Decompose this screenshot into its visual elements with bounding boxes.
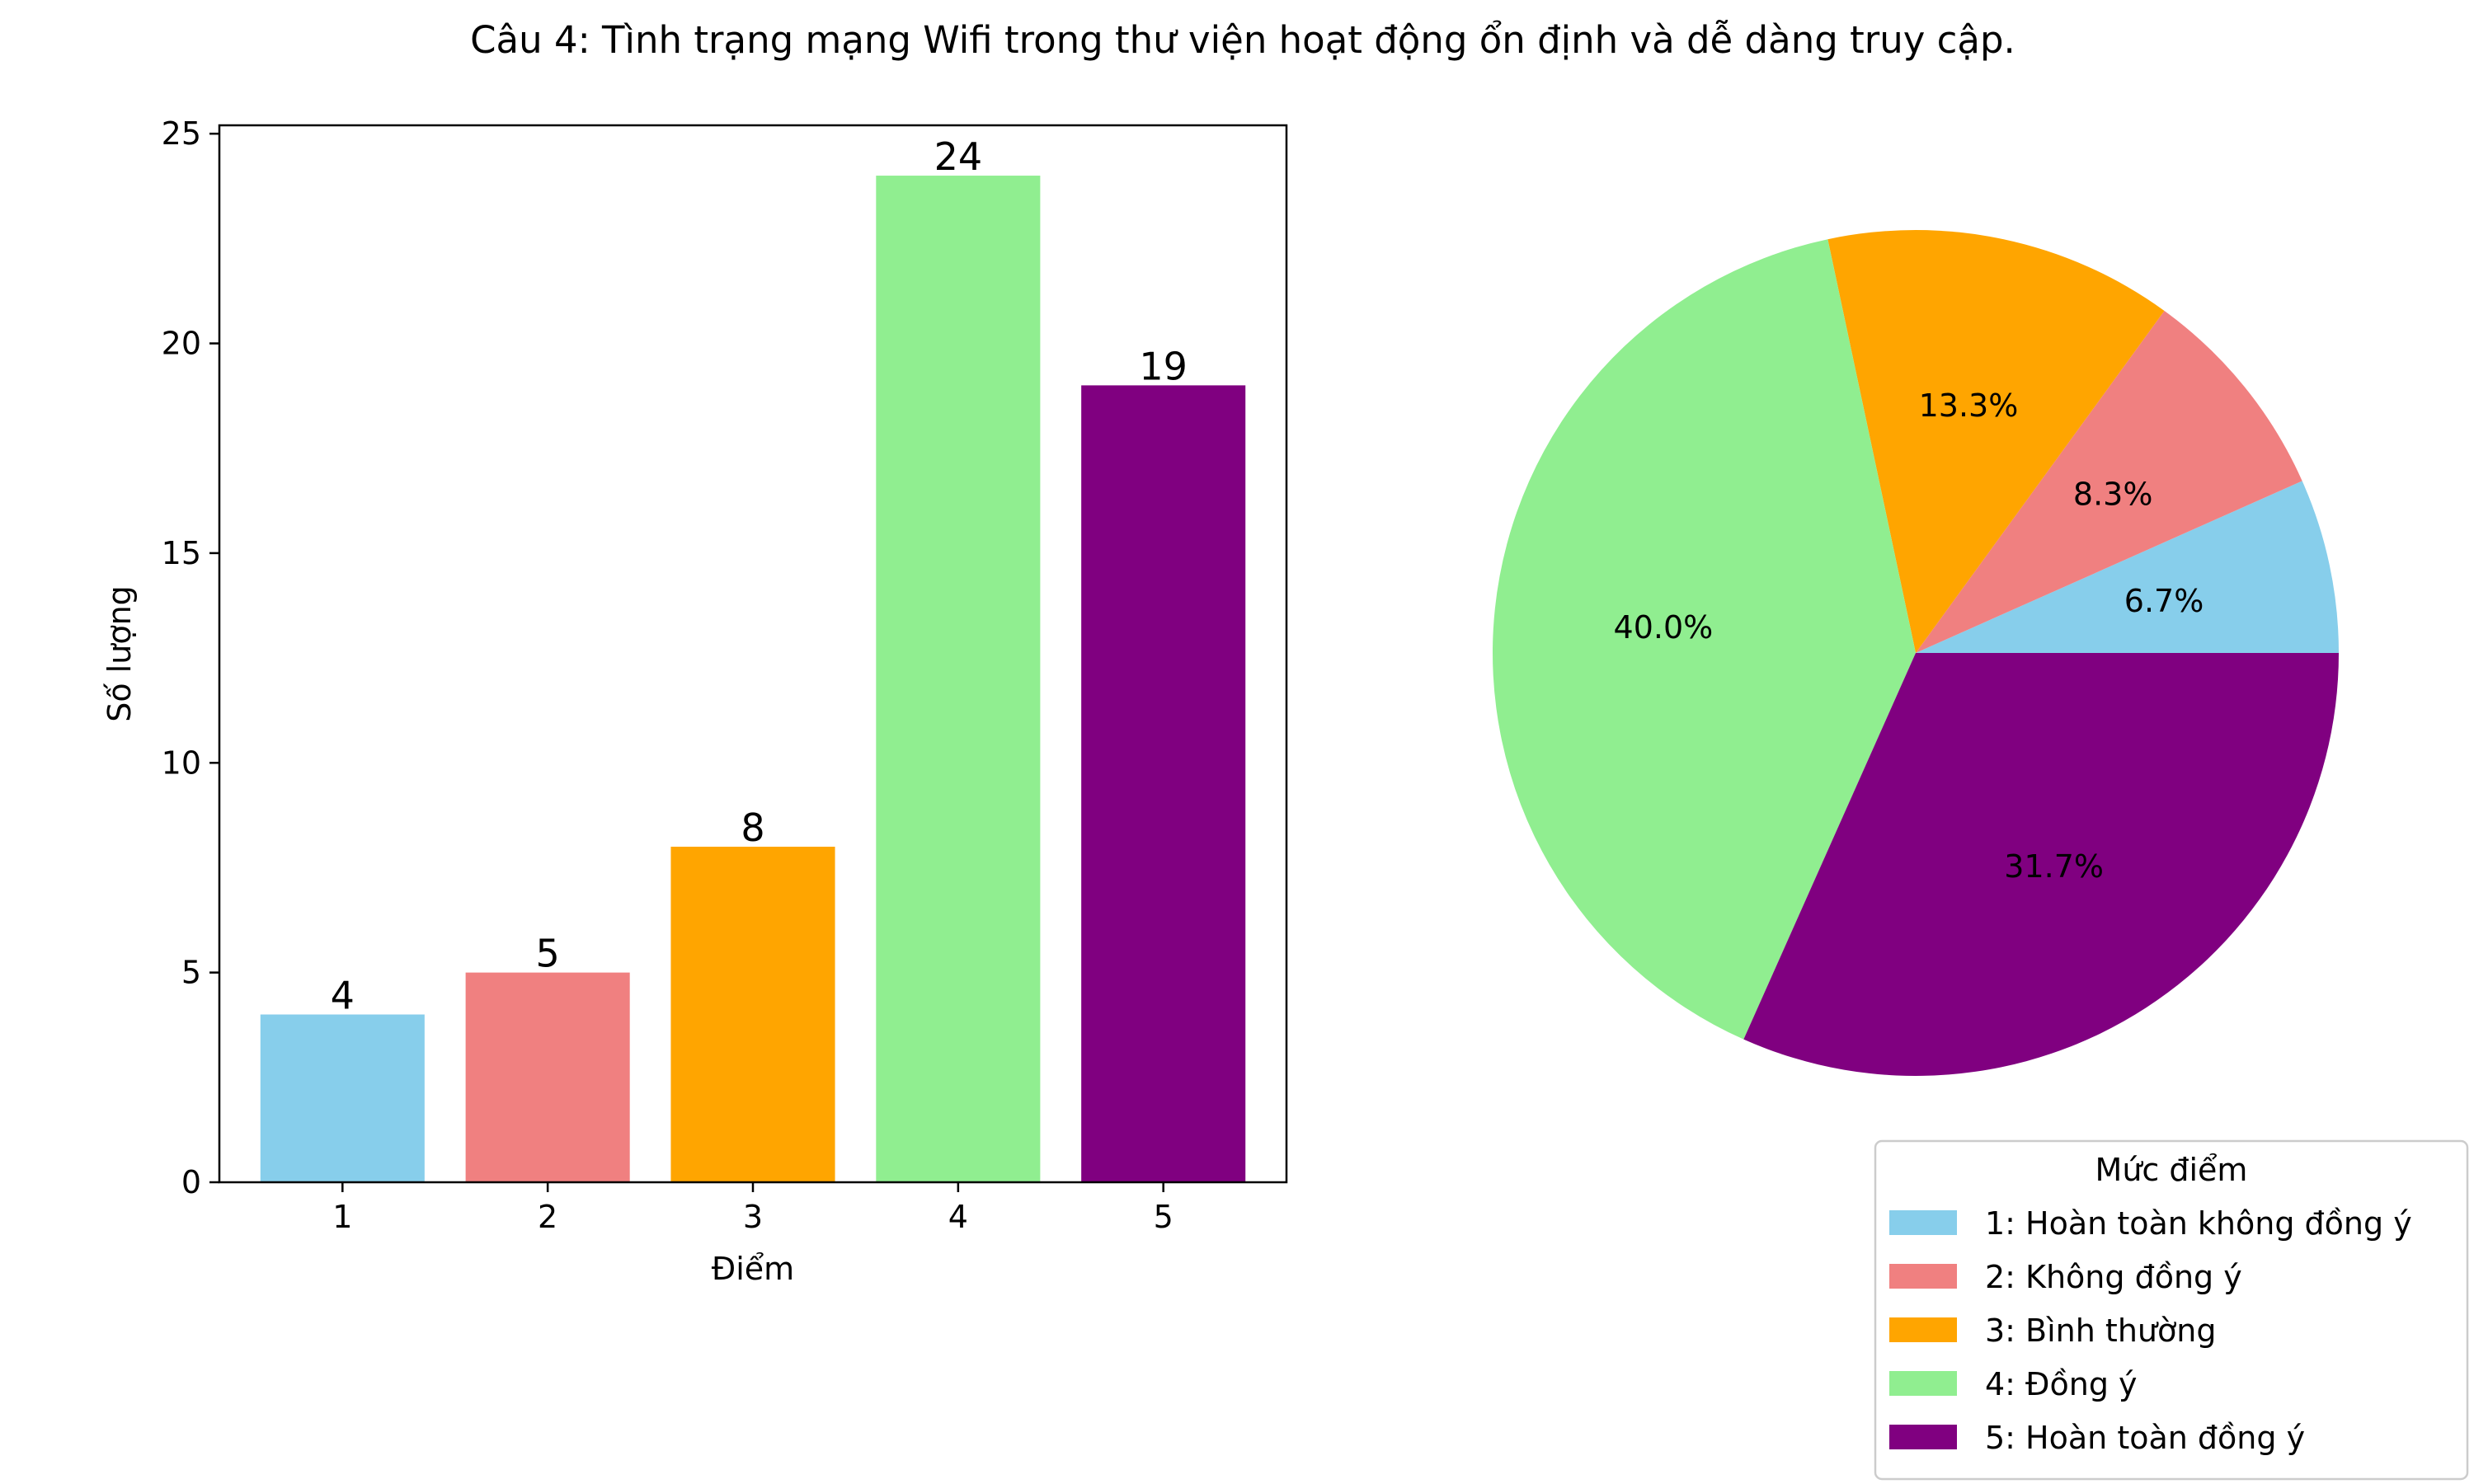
x-tick-label-2: 2 xyxy=(538,1199,557,1235)
legend-label-3: 3: Bình thường xyxy=(1985,1313,2216,1349)
x-tick-label-5: 5 xyxy=(1154,1199,1174,1235)
legend-swatch-4 xyxy=(1889,1371,1957,1396)
legend-label-5: 5: Hoàn toàn đồng ý xyxy=(1985,1420,2305,1456)
x-axis-label: Điểm xyxy=(712,1251,794,1287)
y-tick-label-15: 15 xyxy=(162,535,201,571)
legend: Mức điểm 1: Hoàn toàn không đồng ý 2: Khô… xyxy=(1874,1139,2469,1481)
pie-percent-label-2: 8.3% xyxy=(2073,476,2153,512)
bar-chart: 4 5 8 24 19 0 5 10 15 20 25 1 2 3 4 5 Điểm Số lượng xyxy=(101,115,1288,1287)
pie-chart: 6.7% 8.3% 13.3% 40.0% 31.7% xyxy=(1492,229,2339,1076)
pie-slice-5 xyxy=(1743,653,2339,1076)
legend-swatch-5 xyxy=(1889,1425,1957,1449)
x-tick-label-4: 4 xyxy=(948,1199,968,1235)
pie-percent-label-5: 31.7% xyxy=(2004,848,2104,885)
pie-slice-4 xyxy=(1492,239,1916,1040)
legend-swatch-1 xyxy=(1889,1210,1957,1235)
pie-slice-3 xyxy=(1827,229,2165,653)
y-tick-label-25: 25 xyxy=(162,115,201,152)
y-tick-label-20: 20 xyxy=(162,326,201,362)
bar-value-label-2: 5 xyxy=(536,932,560,976)
bar-3 xyxy=(670,847,835,1182)
pie-percent-label-4: 40.0% xyxy=(1614,609,1714,646)
pie-slice-1 xyxy=(1916,481,2339,653)
legend-swatch-2 xyxy=(1889,1264,1957,1289)
chart-title: Câu 4: Tình trạng mạng Wifi trong thư vi… xyxy=(470,18,2015,62)
x-tick-label-3: 3 xyxy=(743,1199,763,1235)
bar-1 xyxy=(260,1014,425,1182)
legend-label-4: 4: Đồng ý xyxy=(1985,1366,2138,1402)
pie-percent-label-1: 6.7% xyxy=(2124,583,2204,619)
legend-swatch-3 xyxy=(1889,1317,1957,1342)
legend-title: Mức điểm xyxy=(2095,1152,2248,1188)
bar-value-label-3: 8 xyxy=(741,805,764,850)
bar-plot-frame xyxy=(218,124,1288,1184)
pie-slice-2 xyxy=(1916,310,2302,653)
bar-value-label-5: 19 xyxy=(1139,344,1188,388)
legend-label-2: 2: Không đồng ý xyxy=(1985,1259,2242,1295)
y-tick-label-10: 10 xyxy=(162,744,201,781)
bar-4 xyxy=(876,176,1041,1183)
bar-5 xyxy=(1081,385,1246,1182)
y-tick-label-0: 0 xyxy=(181,1164,201,1200)
y-tick-label-5: 5 xyxy=(181,955,201,991)
legend-frame xyxy=(1874,1139,2469,1481)
x-tick-label-1: 1 xyxy=(332,1199,352,1235)
pie-percent-label-3: 13.3% xyxy=(1919,387,2019,424)
bar-2 xyxy=(465,972,630,1182)
y-axis-label: Số lượng xyxy=(101,585,138,722)
bar-value-label-1: 4 xyxy=(331,974,355,1018)
bar-value-label-4: 24 xyxy=(934,134,983,179)
legend-label-1: 1: Hoàn toàn không đồng ý xyxy=(1985,1205,2412,1242)
